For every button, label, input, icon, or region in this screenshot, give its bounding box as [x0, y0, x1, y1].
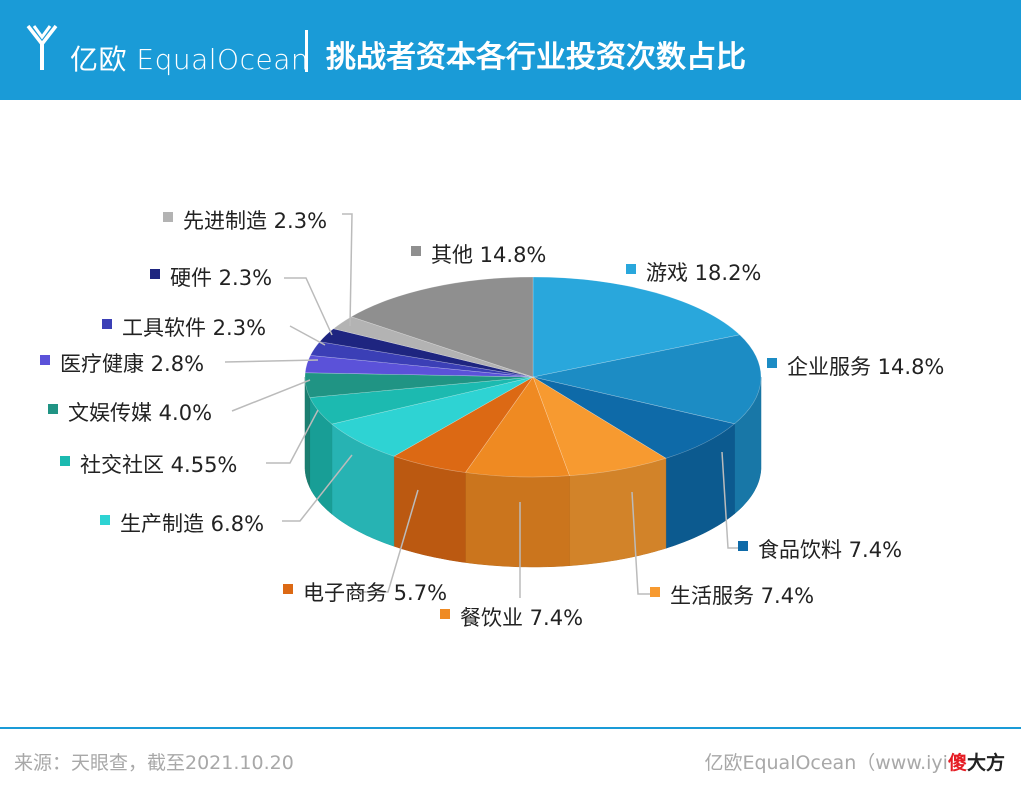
legend-swatch-4: [440, 609, 450, 619]
legend-swatch-9: [40, 355, 50, 365]
slice-label-7: 社交社区 4.55%: [80, 453, 237, 477]
pie-side-5: [393, 455, 466, 563]
leader-line-12: [342, 213, 353, 327]
slice-label-6: 生产制造 6.8%: [120, 512, 264, 536]
pie-slice-13: [350, 276, 534, 378]
legend-swatch-6: [100, 515, 110, 525]
leader-line-3: [631, 491, 650, 595]
pie-top: [304, 276, 762, 478]
pie-slice-5: [393, 376, 534, 473]
slice-label-4: 餐饮业 7.4%: [460, 606, 583, 630]
legend-swatch-12: [163, 212, 173, 222]
credit-note: 亿欧EqualOcean（www.iyi傻大方: [704, 748, 1005, 775]
pie-labels: 游戏 18.2% 企业服务 14.8% 食品饮料 7.4% 生活服务 7.4% 餐饮业 …: [40, 209, 944, 630]
source-note: 来源：天眼查，截至2021.10.20: [14, 752, 294, 774]
pie-slice-7: [309, 376, 534, 425]
pie-slice-8: [304, 372, 534, 398]
slice-label-5: 电子商务 5.7%: [303, 581, 447, 605]
credit-text: 亿欧EqualOcean（www.iyi: [704, 752, 948, 774]
legend-swatch-11: [150, 269, 160, 279]
leader-line-11: [284, 277, 333, 336]
slice-label-1: 企业服务 14.8%: [787, 355, 944, 379]
pie-slice-6: [331, 376, 534, 457]
slice-label-3: 生活服务 7.4%: [670, 584, 814, 608]
header-bar: 亿欧 EqualOcean 挑战者资本各行业投资次数占比: [0, 0, 1021, 100]
legend-swatch-13: [411, 246, 421, 256]
pie-side: [304, 377, 762, 568]
legend-swatch-3: [650, 587, 660, 597]
legend-swatch-0: [626, 264, 636, 274]
pie-slice-4: [464, 376, 570, 478]
pie-slice-0: [532, 276, 741, 378]
legend-swatch-1: [767, 358, 777, 368]
leader-line-9: [224, 359, 319, 363]
pie-slice-12: [332, 316, 534, 378]
header-divider: [305, 30, 308, 72]
brand-name: 亿欧 EqualOcean: [70, 43, 310, 76]
leader-line-8: [231, 379, 311, 412]
watermark-black: 大方: [966, 752, 1005, 774]
slice-label-2: 食品饮料 7.4%: [758, 538, 902, 562]
leader-line-2: [721, 451, 738, 549]
legend-swatch-7: [60, 456, 70, 466]
pie-chart: 游戏 18.2% 企业服务 14.8% 食品饮料 7.4% 生活服务 7.4% 餐饮业 …: [40, 209, 944, 630]
pie-slice-9: [304, 355, 534, 378]
slice-label-9: 医疗健康 2.8%: [60, 352, 204, 376]
footer-divider: [0, 727, 1021, 729]
legend-swatch-2: [738, 541, 748, 551]
watermark-red: 傻: [947, 752, 967, 774]
legend-swatch-10: [102, 319, 112, 329]
pie-side-4: [465, 472, 570, 568]
slice-label-0: 游戏 18.2%: [646, 261, 761, 285]
leader-line-7: [266, 409, 319, 464]
leader-line-10: [289, 325, 326, 346]
equalocean-logo-icon: [26, 24, 58, 70]
legend-swatch-5: [283, 584, 293, 594]
slice-label-10: 工具软件 2.3%: [122, 316, 266, 340]
page-title: 挑战者资本各行业投资次数占比: [326, 40, 746, 75]
slice-label-13: 其他 14.8%: [431, 243, 546, 267]
slice-label-8: 文娱传媒 4.0%: [68, 401, 212, 425]
pie-slice-3: [532, 376, 667, 477]
pie-slice-1: [532, 334, 762, 425]
leader-line-5: [360, 489, 419, 593]
leader-line-6: [282, 454, 353, 522]
slice-label-12: 先进制造 2.3%: [183, 209, 327, 233]
legend-swatch-8: [48, 404, 58, 414]
pie-slice-2: [532, 376, 736, 459]
slice-label-11: 硬件 2.3%: [170, 266, 272, 290]
